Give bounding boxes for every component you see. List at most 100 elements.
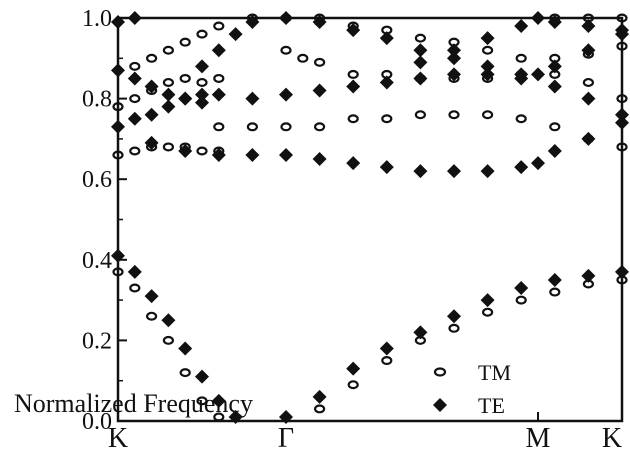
te-point bbox=[548, 59, 562, 73]
te-point bbox=[111, 63, 125, 77]
tm-point bbox=[550, 123, 559, 130]
tm-point bbox=[130, 95, 139, 102]
te-point bbox=[413, 71, 427, 85]
te-point bbox=[447, 43, 461, 57]
tm-point bbox=[315, 59, 324, 66]
te-point bbox=[380, 341, 394, 355]
te-point bbox=[514, 19, 528, 33]
tm-point bbox=[483, 111, 492, 118]
legend-te-label: TE bbox=[478, 393, 505, 418]
te-point bbox=[413, 43, 427, 57]
tm-point bbox=[282, 47, 291, 54]
te-point bbox=[615, 265, 629, 279]
tm-point bbox=[214, 75, 223, 82]
te-point bbox=[581, 92, 595, 106]
te-point bbox=[212, 88, 226, 102]
tm-point bbox=[130, 285, 139, 292]
tm-point bbox=[382, 357, 391, 364]
legend-tm-label: TM bbox=[478, 360, 511, 385]
tm-point bbox=[450, 325, 459, 332]
te-point bbox=[178, 341, 192, 355]
te-point bbox=[313, 152, 327, 166]
te-point bbox=[161, 100, 175, 114]
tm-point bbox=[483, 47, 492, 54]
x-tick-label: M bbox=[526, 423, 551, 450]
te-point bbox=[481, 31, 495, 45]
tm-point bbox=[198, 148, 207, 155]
y-tick-label: 1.0 bbox=[82, 6, 112, 32]
te-point bbox=[178, 92, 192, 106]
te-point bbox=[380, 75, 394, 89]
y-tick-label: 0.4 bbox=[82, 248, 112, 274]
tm-point bbox=[382, 115, 391, 122]
y-axis-title: Normalized Frequency bbox=[14, 389, 253, 418]
data-marks bbox=[111, 11, 629, 424]
te-point bbox=[161, 313, 175, 327]
te-point bbox=[279, 11, 293, 25]
tm-point bbox=[130, 63, 139, 70]
te-point bbox=[615, 108, 629, 122]
tm-point bbox=[181, 39, 190, 46]
y-tick-label: 0.8 bbox=[82, 87, 112, 113]
te-point bbox=[245, 148, 259, 162]
te-point bbox=[279, 88, 293, 102]
plot-border bbox=[118, 18, 622, 421]
tm-point bbox=[483, 309, 492, 316]
tm-point bbox=[164, 47, 173, 54]
tm-point bbox=[130, 148, 139, 155]
tm-point bbox=[517, 55, 526, 62]
te-point bbox=[531, 67, 545, 81]
tm-point bbox=[298, 55, 307, 62]
te-point bbox=[481, 59, 495, 73]
y-tick-label: 0.2 bbox=[82, 328, 112, 354]
te-point bbox=[145, 108, 159, 122]
tm-point bbox=[164, 337, 173, 344]
tm-point bbox=[315, 406, 324, 413]
x-tick-label: Γ bbox=[278, 423, 294, 450]
te-point bbox=[548, 273, 562, 287]
legend-tm-marker-icon bbox=[435, 369, 445, 376]
x-tick-label: K bbox=[108, 423, 128, 450]
te-point bbox=[413, 55, 427, 69]
te-point bbox=[145, 289, 159, 303]
te-point bbox=[245, 92, 259, 106]
te-point bbox=[581, 19, 595, 33]
te-point bbox=[514, 160, 528, 174]
te-point bbox=[380, 160, 394, 174]
tm-point bbox=[349, 115, 358, 122]
te-point bbox=[195, 370, 209, 384]
te-point bbox=[313, 390, 327, 404]
te-point bbox=[128, 11, 142, 25]
te-point bbox=[128, 265, 142, 279]
legend-te-marker-icon bbox=[433, 398, 447, 412]
te-point bbox=[128, 71, 142, 85]
te-point bbox=[229, 27, 243, 41]
te-point bbox=[481, 164, 495, 178]
te-point bbox=[581, 132, 595, 146]
te-point bbox=[481, 293, 495, 307]
te-point bbox=[195, 96, 209, 110]
te-point bbox=[413, 164, 427, 178]
te-point bbox=[346, 80, 360, 94]
te-point bbox=[548, 144, 562, 158]
tm-point bbox=[147, 55, 156, 62]
tm-point bbox=[198, 31, 207, 38]
tm-point bbox=[198, 79, 207, 86]
tm-point bbox=[214, 23, 223, 30]
tm-point bbox=[450, 111, 459, 118]
x-tick-label: K bbox=[602, 423, 622, 450]
tm-point bbox=[584, 79, 593, 86]
te-point bbox=[111, 120, 125, 134]
tm-point bbox=[248, 123, 257, 130]
te-point bbox=[346, 156, 360, 170]
tm-point bbox=[550, 289, 559, 296]
te-point bbox=[447, 309, 461, 323]
te-point bbox=[548, 80, 562, 94]
tm-point bbox=[181, 75, 190, 82]
te-point bbox=[279, 148, 293, 162]
tm-point bbox=[349, 381, 358, 388]
legend: TM TE bbox=[433, 360, 511, 418]
tm-point bbox=[517, 297, 526, 304]
tm-point bbox=[349, 71, 358, 78]
